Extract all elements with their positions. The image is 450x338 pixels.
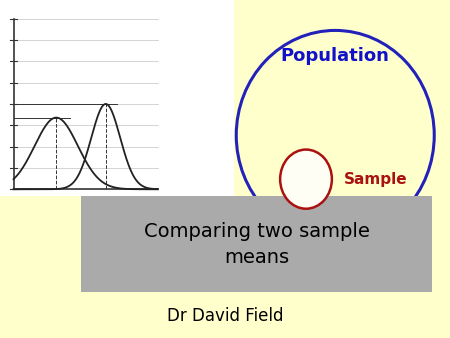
Text: Comparing two sample
means: Comparing two sample means [144,222,369,267]
Ellipse shape [236,30,434,240]
Text: Dr David Field: Dr David Field [167,307,283,325]
Bar [0,0,234,196]
Text: Population: Population [281,47,390,65]
Bar [81,196,432,292]
Ellipse shape [280,150,332,209]
Text: Sample: Sample [344,172,408,187]
